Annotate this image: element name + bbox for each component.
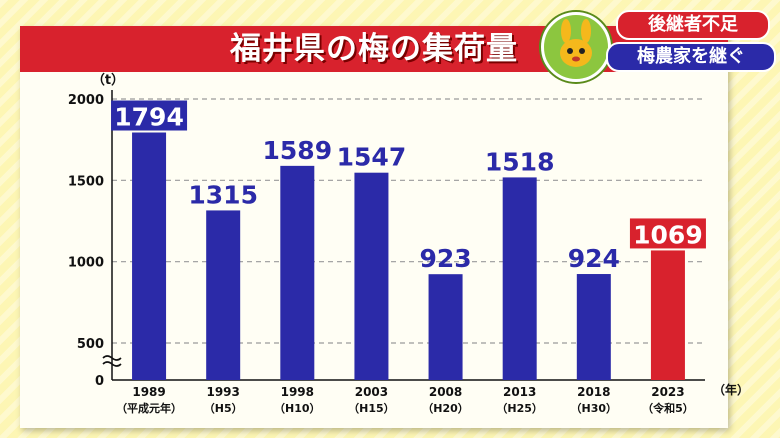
- bar: [428, 274, 463, 380]
- y-unit-label: （t）: [92, 72, 124, 88]
- grid-layer: [112, 98, 705, 344]
- value-label: 923: [419, 244, 471, 273]
- value-label: 1069: [633, 220, 703, 249]
- x-tick-label: 1993: [206, 385, 239, 399]
- bar: [354, 172, 389, 380]
- x-sub-label: （H5）: [204, 402, 243, 415]
- x-tick-label: 2023: [651, 385, 684, 399]
- x-tick-label: 2013: [503, 385, 536, 399]
- x-unit-label: （年）: [713, 382, 749, 397]
- x-tick-label: 2003: [355, 385, 388, 399]
- page-title: 福井県の梅の集荷量: [230, 31, 518, 67]
- x-sub-label: （平成元年）: [116, 401, 182, 415]
- value-label: 1794: [114, 103, 184, 132]
- x-tick-label: 2008: [429, 385, 462, 399]
- badge-label-primary: 後継者不足: [616, 10, 770, 40]
- labels-layer: 0 500 1000 1500 2000 （t） （年） 1794 1989 （平成元年） 1315…: [68, 72, 749, 415]
- x-sub-label: （令和5）: [642, 401, 694, 415]
- bar: [206, 210, 241, 380]
- axis-layer: [102, 90, 705, 381]
- x-sub-label: （H30）: [571, 402, 618, 415]
- bars-layer: [132, 132, 685, 380]
- x-sub-label: （H10）: [274, 402, 321, 415]
- x-tick-label: 2018: [577, 385, 610, 399]
- bar: [576, 274, 611, 380]
- axis-break-mark: [102, 361, 122, 367]
- value-label: 924: [568, 244, 620, 273]
- bar: [280, 165, 315, 380]
- x-sub-label: （H25）: [496, 402, 543, 415]
- value-label: 1518: [485, 147, 555, 176]
- y-tick-label: 0: [95, 374, 104, 389]
- value-label: 1315: [188, 180, 258, 209]
- axis-break-mark: [102, 355, 122, 361]
- value-label: 1547: [337, 143, 407, 172]
- bar: [502, 177, 537, 380]
- bar: [650, 250, 685, 380]
- value-label: 1589: [263, 136, 333, 165]
- y-tick-label: 2000: [68, 93, 104, 108]
- mascot-icon: [541, 12, 611, 82]
- value-label-box: [111, 100, 188, 131]
- y-tick-label: 1000: [68, 256, 104, 271]
- x-tick-label: 1989: [132, 385, 165, 399]
- x-tick-label: 1998: [281, 385, 314, 399]
- badge-label-secondary: 梅農家を継ぐ: [606, 42, 776, 72]
- y-tick-label: 1500: [68, 174, 104, 189]
- x-sub-label: （H20）: [422, 402, 469, 415]
- bar: [132, 132, 167, 380]
- y-tick-label: 500: [77, 337, 104, 352]
- value-label-box: [629, 218, 706, 249]
- x-sub-label: （H15）: [348, 402, 395, 415]
